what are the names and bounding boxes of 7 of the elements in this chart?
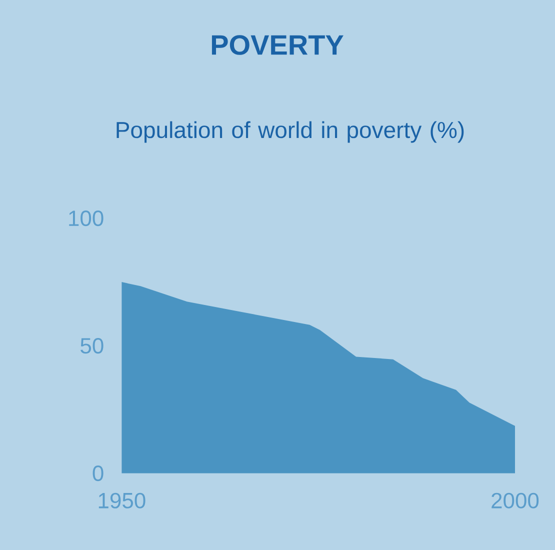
x-tick-label: 2000 bbox=[492, 492, 539, 508]
x-tick-label: 1950 bbox=[98, 492, 146, 508]
chart-title: POVERTY bbox=[212, 35, 344, 55]
y-tick-label: 0 bbox=[92, 466, 104, 482]
y-tick-label: 100 bbox=[69, 210, 104, 226]
y-tick-label: 50 bbox=[80, 338, 104, 354]
chart-subtitle: Population of world in poverty (%) bbox=[116, 121, 464, 143]
